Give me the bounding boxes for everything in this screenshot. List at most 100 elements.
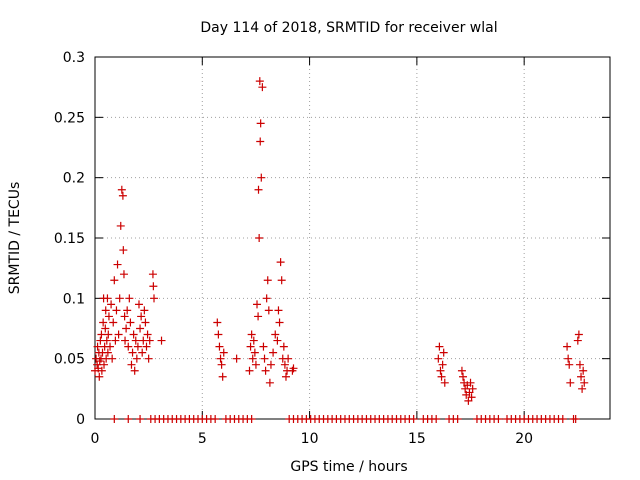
data-point — [128, 348, 137, 357]
data-point — [119, 246, 128, 255]
data-point — [145, 336, 154, 345]
y-tick-label: 0.25 — [54, 110, 85, 126]
data-point — [97, 330, 106, 339]
y-tick-label: 0 — [76, 412, 85, 428]
x-axis-label: GPS time / hours — [290, 459, 407, 475]
data-point — [122, 324, 131, 333]
data-point — [144, 354, 153, 363]
data-point — [109, 318, 118, 327]
data-point — [245, 366, 254, 375]
data-point — [123, 306, 132, 315]
x-tick-label: 10 — [301, 431, 319, 447]
gridlines — [95, 57, 610, 419]
data-point — [579, 366, 588, 375]
data-point — [134, 300, 143, 309]
data-point — [255, 234, 264, 242]
data-point — [232, 354, 241, 363]
data-point — [289, 364, 298, 373]
data-point — [257, 173, 266, 182]
data-point — [132, 354, 141, 363]
data-point — [264, 306, 273, 315]
data-point — [434, 354, 443, 363]
data-point — [284, 354, 293, 363]
data-point — [578, 384, 587, 393]
data-point — [437, 372, 446, 381]
x-tick-label: 5 — [198, 431, 207, 447]
data-point — [101, 306, 110, 315]
data-point — [143, 330, 152, 339]
data-point — [114, 330, 123, 339]
data-point — [103, 348, 112, 357]
data-point — [133, 342, 142, 351]
data-point — [254, 312, 263, 321]
data-point — [95, 372, 104, 381]
data-point — [101, 324, 110, 333]
data-point — [138, 348, 147, 357]
y-axis-label: SRMTID / TECUs — [7, 182, 23, 295]
data-point — [118, 191, 127, 200]
data-point — [279, 342, 288, 351]
data-point — [107, 300, 116, 309]
data-point — [141, 318, 150, 327]
data-point — [136, 324, 145, 333]
data-point — [281, 372, 290, 381]
data-point — [104, 330, 113, 339]
data-point — [126, 318, 135, 327]
data-point — [467, 393, 476, 402]
data-point — [494, 415, 503, 423]
data-point — [261, 366, 270, 375]
data-point — [251, 360, 260, 369]
data-point — [110, 415, 119, 423]
data-point — [100, 360, 109, 369]
data-point — [124, 415, 133, 423]
data-point — [255, 77, 264, 86]
data-point — [439, 348, 448, 357]
data-point — [277, 276, 286, 285]
data-point — [468, 384, 477, 393]
data-point — [436, 366, 445, 375]
data-point — [263, 276, 272, 285]
data-point — [127, 360, 136, 369]
data-point — [157, 336, 166, 345]
data-point — [218, 372, 227, 381]
data-point — [112, 306, 121, 315]
data-point — [564, 354, 573, 363]
data-point — [108, 354, 117, 363]
data-point — [113, 260, 122, 269]
data-point — [120, 312, 129, 321]
data-point — [432, 415, 441, 423]
data-point — [137, 312, 146, 321]
data-point — [269, 348, 278, 357]
y-tick-label: 0.15 — [54, 231, 85, 247]
data-point — [262, 294, 271, 303]
data-point — [258, 83, 267, 92]
data-point — [214, 330, 223, 339]
data-point — [246, 342, 255, 351]
data-point — [440, 378, 449, 387]
data-point — [150, 294, 159, 303]
data-point — [116, 221, 125, 230]
data-point — [271, 330, 280, 339]
x-tick-label: 15 — [408, 431, 426, 447]
data-point — [565, 360, 574, 369]
data-point — [250, 348, 259, 357]
data-point — [275, 318, 284, 327]
data-point — [217, 360, 226, 369]
data-point — [253, 300, 262, 309]
data-point — [110, 276, 119, 285]
data-point — [124, 342, 133, 351]
y-tick-label: 0.1 — [63, 291, 85, 307]
data-point — [266, 360, 275, 369]
data-point — [247, 415, 256, 423]
data-point — [563, 342, 572, 351]
data-point — [254, 185, 263, 194]
data-point — [580, 378, 589, 387]
data-point — [249, 336, 258, 345]
chart-title: Day 114 of 2018, SRMTID for receiver wla… — [200, 20, 497, 36]
data-point — [571, 415, 580, 423]
data-point — [97, 366, 106, 375]
data-point — [574, 330, 583, 339]
data-point — [265, 378, 274, 387]
data-point — [211, 415, 220, 423]
